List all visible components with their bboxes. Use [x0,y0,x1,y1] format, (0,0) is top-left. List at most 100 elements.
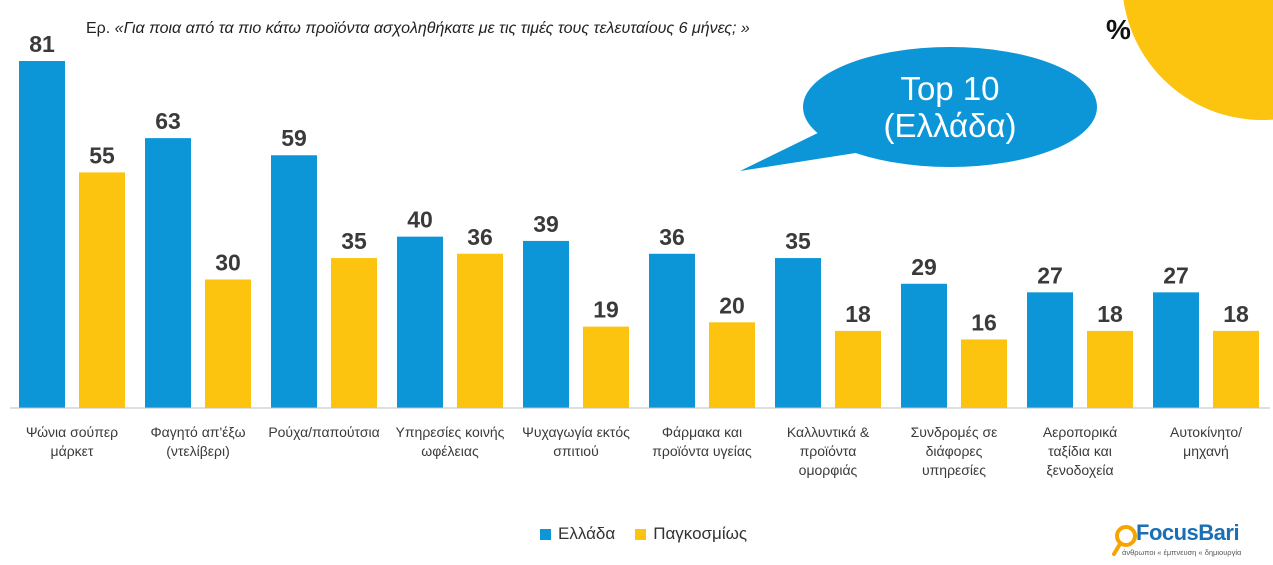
legend-item-greece: Ελλάδα [540,524,615,544]
value-label-greece-6: 35 [785,228,811,254]
bar-greece-6 [775,258,821,408]
value-label-global-7: 16 [971,309,997,335]
legend-item-global: Παγκοσμίως [635,524,747,544]
value-label-global-9: 18 [1223,301,1249,327]
category-label-line: Συνδρομές σε [911,424,998,440]
value-labels-group: 81 55 63 30 59 35 40 36 39 19 36 20 35 18 29 16 27 18 27 18 [29,31,1249,335]
category-label-line: μάρκετ [51,443,94,459]
category-label-line: (ντελίβερι) [166,443,230,459]
category-label-7: Συνδρομές σε διάφορες υπηρεσίες [911,424,998,478]
category-label-line: Ψώνια σούπερ [26,424,118,440]
category-label-line: Καλλυντικά & [787,424,870,440]
value-label-greece-2: 59 [281,125,307,151]
value-label-greece-5: 36 [659,224,685,250]
unit-label: % [1106,14,1131,45]
category-label-line: ωφέλειας [421,443,479,459]
legend-swatch-global [635,528,647,540]
callout-tail [740,128,862,171]
value-label-global-3: 36 [467,224,493,250]
bar-global-5 [709,322,755,408]
value-label-global-0: 55 [89,142,115,168]
category-label-line: διάφορες [926,443,983,459]
callout-line-2: (Ελλάδα) [883,107,1017,144]
callout-line-1: Top 10 [900,70,1000,107]
magnifier-handle-icon [1112,542,1122,556]
bar-global-9 [1213,330,1259,408]
bar-global-6 [835,330,881,408]
category-label-line: Αεροπορικά [1043,424,1117,440]
bar-global-7 [961,339,1007,408]
category-label-0: Ψώνια σούπερ μάρκετ [26,424,118,459]
category-label-line: Υπηρεσίες κοινής [396,424,505,440]
sun-shape [1123,0,1273,120]
category-label-line: Αυτοκίνητο/ [1170,424,1242,440]
bars-group [19,61,1259,408]
value-label-global-4: 19 [593,297,619,323]
legend-label-global: Παγκοσμίως [653,524,748,543]
bar-greece-7 [901,283,947,408]
category-label-line: Φαγητό απ'έξω [150,424,245,440]
bar-global-2 [331,258,377,408]
bar-greece-0 [19,61,65,408]
category-label-line: ξενοδοχεία [1046,462,1113,478]
category-label-5: Φάρμακα και προϊόντα υγείας [652,424,752,459]
brand-tagline: άνθρωποι « έμπνευση « δημιουργία [1122,548,1242,557]
category-label-6: Καλλυντικά & προϊόντα ομορφιάς [787,424,870,478]
magnifier-icon [1115,525,1137,547]
bar-greece-8 [1027,292,1073,408]
question-prefix: Ερ. [86,20,111,37]
category-label-line: Ψυχαγωγία εκτός [522,424,630,440]
value-label-greece-4: 39 [533,211,559,237]
category-labels-group: Ψώνια σούπερ μάρκετ Φαγητό απ'έξω (ντελίβερ… [26,424,1242,478]
callout-text: Top 10 (Ελλάδα) [860,70,1040,144]
category-label-line: ομορφιάς [799,462,858,478]
bar-global-4 [583,326,629,408]
bar-global-3 [457,253,503,408]
value-label-global-6: 18 [845,301,871,327]
bar-greece-5 [649,253,695,408]
category-label-line: προϊόντα υγείας [652,443,752,459]
legend-swatch-greece [540,528,551,540]
question-text: Ερ. «Για ποια από τα πιο κάτω προϊόντα α… [86,20,750,38]
callout-bubble [740,47,1097,171]
value-label-greece-8: 27 [1037,262,1063,288]
category-label-3: Υπηρεσίες κοινής ωφέλειας [396,424,505,459]
value-label-global-2: 35 [341,228,367,254]
value-label-greece-9: 27 [1163,262,1189,288]
category-label-line: Φάρμακα και [662,424,742,440]
bar-global-8 [1087,330,1133,408]
bar-greece-3 [397,236,443,408]
value-label-greece-0: 81 [29,31,55,57]
bar-greece-9 [1153,292,1199,408]
category-label-line: προϊόντα [800,443,857,459]
legend: Ελλάδα Παγκοσμίως [540,524,767,544]
brand-logo [1112,525,1137,556]
category-label-line: Ρούχα/παπούτσια [268,424,379,440]
question-body: «Για ποια από τα πιο κάτω προϊόντα ασχολ… [114,20,750,37]
value-label-greece-7: 29 [911,254,937,280]
callout-ellipse [803,47,1097,167]
brand-name: FocusBari [1136,520,1240,545]
category-label-line: σπιτιού [553,443,599,459]
value-label-greece-1: 63 [155,108,181,134]
value-label-greece-3: 40 [407,207,433,233]
category-label-line: ταξίδια και [1048,443,1112,459]
bar-global-0 [79,172,125,408]
bar-greece-1 [145,138,191,408]
value-label-global-8: 18 [1097,301,1123,327]
bar-greece-4 [523,240,569,408]
bar-global-1 [205,279,251,408]
category-label-line: μηχανή [1183,443,1229,459]
category-label-8: Αεροπορικά ταξίδια και ξενοδοχεία [1043,424,1117,478]
sun-decoration [1123,0,1273,120]
category-label-2: Ρούχα/παπούτσια [268,424,379,440]
value-label-global-5: 20 [719,292,745,318]
bar-greece-2 [271,155,317,408]
legend-label-greece: Ελλάδα [558,524,616,543]
category-label-1: Φαγητό απ'έξω (ντελίβερι) [150,424,245,459]
category-label-9: Αυτοκίνητο/μηχανή [1170,424,1242,459]
category-label-line: υπηρεσίες [922,462,986,478]
category-label-4: Ψυχαγωγία εκτός σπιτιού [522,424,630,459]
value-label-global-1: 30 [215,249,241,275]
